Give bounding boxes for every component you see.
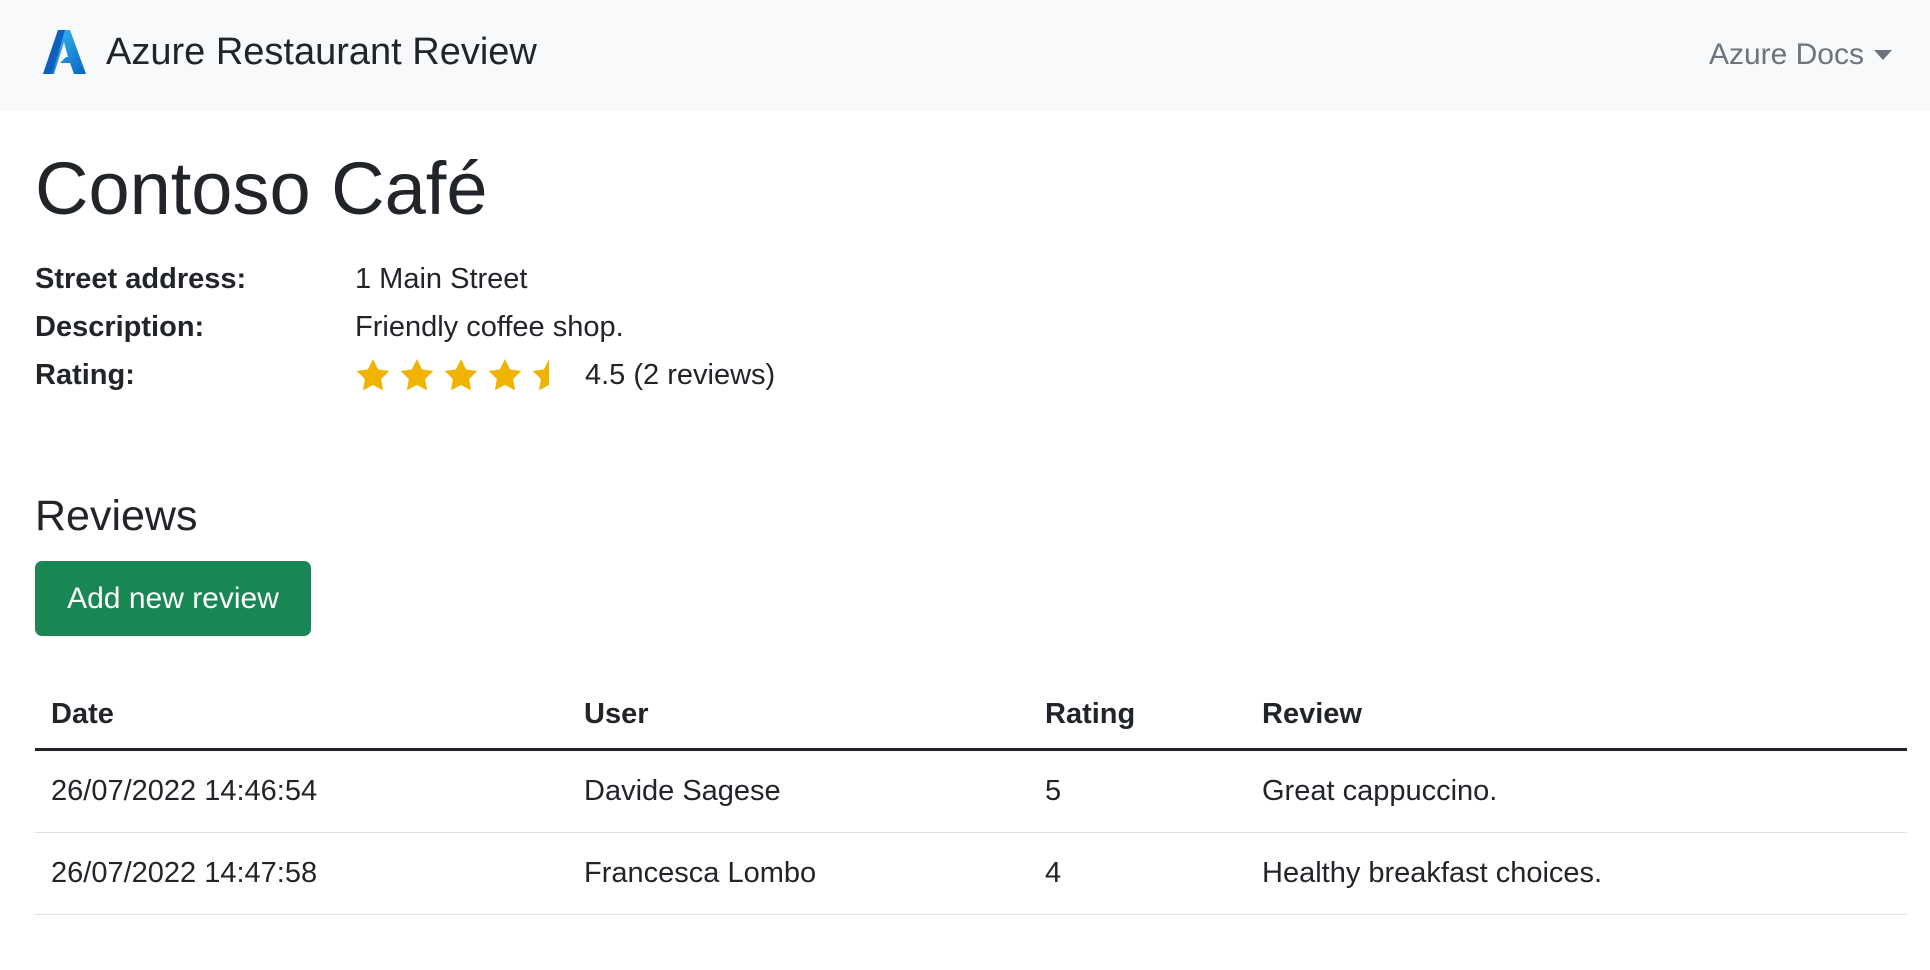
column-header-review: Review: [1246, 680, 1907, 751]
cell-date: 26/07/2022 14:47:58: [35, 832, 568, 915]
cell-review: Healthy breakfast choices.: [1246, 832, 1907, 915]
rating-text: 4.5 (2 reviews): [585, 358, 776, 391]
column-header-user: User: [568, 680, 1029, 751]
brand-link[interactable]: Azure Restaurant Review: [42, 30, 537, 74]
detail-row-address: Street address: 1 Main Street: [35, 255, 775, 303]
star-full-icon: [400, 359, 434, 391]
azure-docs-label: Azure Docs: [1708, 38, 1864, 71]
add-new-review-button[interactable]: Add new review: [35, 561, 311, 636]
column-header-rating: Rating: [1029, 680, 1246, 751]
table-row: 26/07/2022 14:46:54 Davide Sagese 5 Grea…: [35, 749, 1907, 833]
cell-rating: 4: [1029, 832, 1246, 915]
cell-review: Great cappuccino.: [1246, 749, 1907, 833]
azure-logo-icon: [43, 30, 86, 74]
detail-row-description: Description: Friendly coffee shop.: [35, 303, 775, 351]
table-header-row: Date User Rating Review: [35, 680, 1907, 751]
column-header-date: Date: [35, 680, 568, 751]
star-full-icon: [488, 359, 522, 391]
table-row: 26/07/2022 14:47:58 Francesca Lombo 4 He…: [35, 832, 1907, 915]
detail-label: Rating:: [35, 358, 135, 391]
cell-rating: 5: [1029, 749, 1246, 833]
detail-value: Friendly coffee shop.: [355, 310, 624, 343]
detail-label: Street address:: [35, 262, 247, 295]
cell-date: 26/07/2022 14:46:54: [35, 749, 568, 833]
star-full-icon: [356, 359, 390, 391]
detail-value: 1 Main Street: [355, 262, 528, 295]
restaurant-name: Contoso Café: [35, 147, 488, 230]
star-full-icon: [444, 359, 478, 391]
cell-user: Francesca Lombo: [568, 832, 1029, 915]
cell-user: Davide Sagese: [568, 749, 1029, 833]
reviews-table: Date User Rating Review 26/07/2022 14:46…: [35, 680, 1907, 915]
star-rating: [355, 358, 567, 392]
detail-row-rating: Rating: 4.5 (2 reviews): [35, 351, 775, 399]
caret-down-icon: [1874, 50, 1892, 60]
brand-title: Azure Restaurant Review: [106, 30, 537, 73]
restaurant-details: Street address: 1 Main Street Descriptio…: [35, 255, 775, 399]
detail-label: Description:: [35, 310, 205, 343]
navbar: Azure Restaurant Review Azure Docs: [0, 0, 1930, 111]
star-half-icon: [532, 359, 549, 391]
azure-docs-dropdown[interactable]: Azure Docs: [1709, 38, 1892, 72]
reviews-heading: Reviews: [35, 492, 198, 540]
